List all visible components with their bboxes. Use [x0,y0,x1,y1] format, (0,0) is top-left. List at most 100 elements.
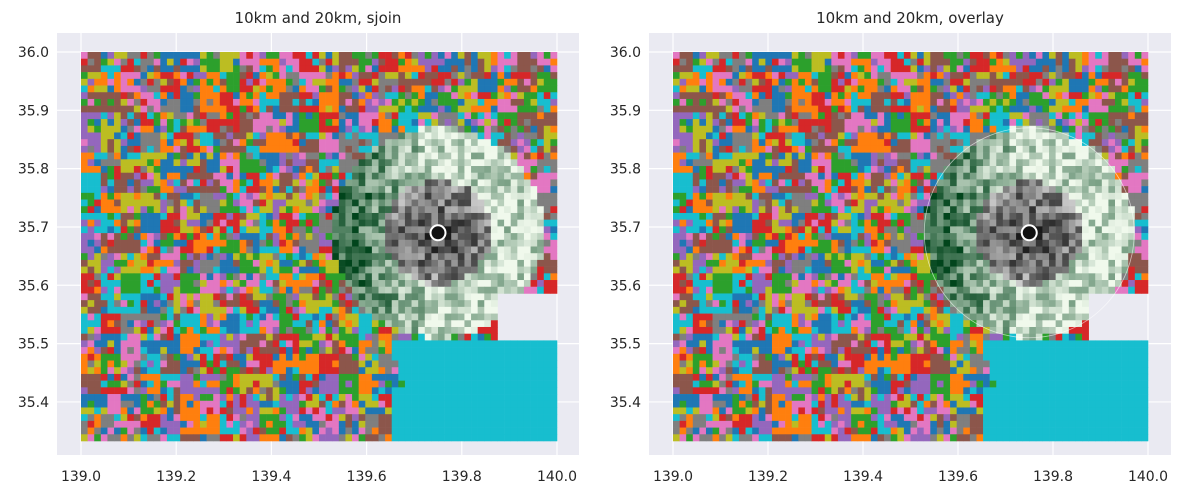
heatmap-cell [213,434,221,442]
heatmap-cell [272,420,280,428]
heatmap-cell [1022,112,1030,120]
heatmap-cell [910,85,918,93]
heatmap-cell [114,253,121,261]
heatmap-cell [504,246,512,254]
heatmap-cell [523,367,531,375]
heatmap-cell [200,65,207,73]
heatmap-cell [213,219,221,227]
heatmap-cell [398,420,406,428]
heatmap-cell [497,347,505,355]
heatmap-cell [1082,58,1089,66]
heatmap-cell [239,219,247,227]
heatmap-cell [81,206,88,214]
heatmap-cell [831,112,839,120]
heatmap-cell [537,186,545,194]
heatmap-cell [371,98,379,106]
heatmap-cell [471,347,478,355]
heatmap-cell [943,98,951,106]
heatmap-cell [100,119,108,127]
heatmap-cell [371,212,379,220]
heatmap-cell [537,427,545,435]
heatmap-cell [1068,92,1076,100]
heatmap-cell [305,266,313,274]
heatmap-cell [332,273,340,281]
heatmap-cell [910,105,918,113]
heatmap-cell [371,280,379,288]
heatmap-cell [285,246,293,254]
heatmap-cell [186,300,194,308]
heatmap-cell [219,98,227,106]
heatmap-cell [140,219,148,227]
heatmap-cell [451,353,459,361]
heatmap-cell [133,286,141,294]
heatmap-cell [299,273,307,281]
heatmap-cell [411,52,419,60]
heatmap-cell [877,112,885,120]
heatmap-cell [147,394,155,402]
heatmap-cell [186,387,194,395]
heatmap-cell [266,414,274,422]
heatmap-cell [457,166,465,174]
heatmap-cell [180,333,188,341]
heatmap-cell [239,105,247,113]
heatmap-cell [385,320,393,328]
heatmap-cell [550,139,558,147]
heatmap-cell [200,253,207,261]
heatmap-cell [371,85,379,93]
heatmap-cell [537,145,545,153]
heatmap-cell [490,145,498,153]
heatmap-cell [457,226,465,234]
heatmap-cell [305,259,313,267]
heatmap-cell [464,239,472,247]
heatmap-cell [266,306,274,314]
heatmap-cell [147,172,155,180]
heatmap-cell [319,179,326,187]
heatmap-cell [312,212,320,220]
heatmap-cell [477,186,485,194]
heatmap-cell [94,414,102,422]
heatmap-cell [100,72,108,80]
heatmap-cell [358,72,366,80]
heatmap-cell [81,360,88,368]
heatmap-cell [252,219,260,227]
heatmap-cell [345,340,353,348]
heatmap-cell [989,58,997,66]
heatmap-cell [424,159,432,167]
heatmap-cell [173,125,181,133]
heatmap-cell [114,407,121,415]
heatmap-cell [1082,65,1089,73]
heatmap-cell [180,360,188,368]
heatmap-cell [266,407,274,415]
heatmap-cell [147,380,155,388]
heatmap-cell [923,105,931,113]
heatmap-cell [127,394,135,402]
heatmap-cell [100,394,108,402]
heatmap-cell [87,172,95,180]
heatmap-cell [385,132,393,140]
heatmap-cell [252,360,260,368]
heatmap-cell [332,420,340,428]
heatmap-cell [484,286,492,294]
heatmap-cell [219,85,227,93]
heatmap-cell [186,380,194,388]
heatmap-cell [550,387,558,395]
heatmap-cell [431,387,439,395]
heatmap-cell [100,179,108,187]
heatmap-cell [517,85,525,93]
heatmap-cell [292,58,300,66]
heatmap-cell [153,347,161,355]
heatmap-cell [319,273,326,281]
heatmap-cell [226,400,234,408]
heatmap-cell [94,427,102,435]
heatmap-cell [903,78,911,86]
heatmap-cell [305,380,313,388]
heatmap-cell [140,85,148,93]
heatmap-cell [371,427,379,435]
heatmap-cell [120,320,128,328]
heatmap-cell [431,112,439,120]
heatmap-cell [133,166,141,174]
heatmap-cell [378,427,386,435]
heatmap-cell [338,380,346,388]
heatmap-cell [910,65,918,73]
heatmap-cell [213,125,221,133]
